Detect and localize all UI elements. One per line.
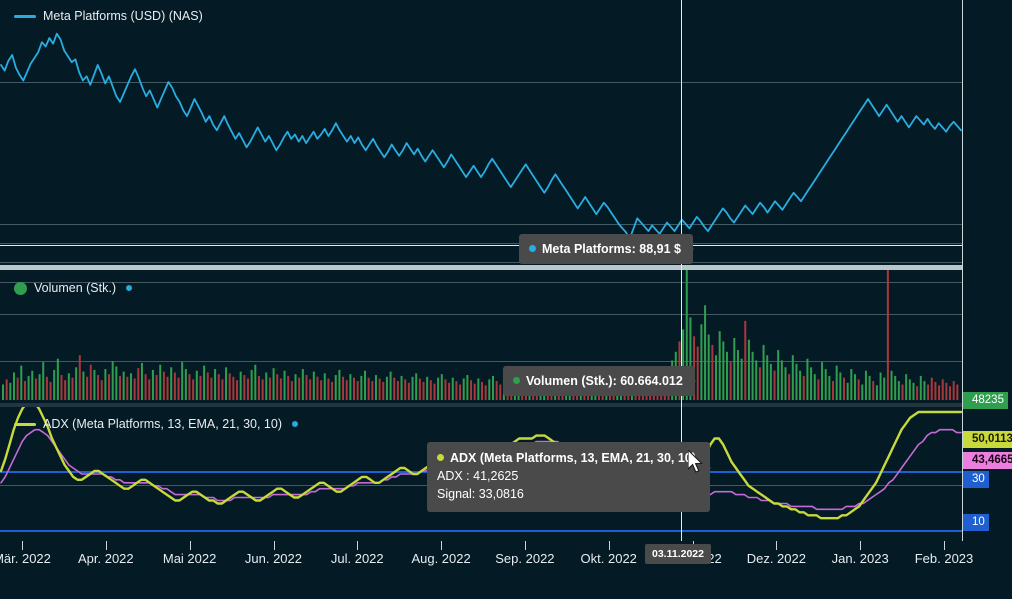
volume-tooltip: Volumen (Stk.): 60.664.012 (503, 366, 696, 397)
volume-tooltip-dot (513, 377, 520, 384)
x-axis-label: Jan. 2023 (831, 551, 889, 566)
panel-separator-volume-adx[interactable] (0, 403, 962, 407)
x-axis-tick (273, 541, 275, 550)
y-axis-line (962, 0, 963, 541)
adx-value-badge[interactable]: 50,0113 (963, 431, 1012, 448)
x-axis-tick (944, 541, 945, 550)
adx-legend-swatch (14, 422, 36, 426)
price-gridline-80 (0, 262, 962, 263)
volume-last-value-badge[interactable]: 48235 (963, 392, 1008, 409)
y-axis-column[interactable]: 200 100 90 80 300M 200M 100M 0 (962, 0, 1012, 599)
crosshair-vertical-line (681, 0, 682, 541)
crosshair-date-badge[interactable]: 03.11.2022 (645, 544, 711, 564)
volume-legend-swatch (14, 281, 27, 295)
volume-tooltip-sep: : (612, 374, 621, 388)
price-gridline-90 (0, 243, 962, 244)
adx-reference-line-10 (0, 530, 962, 532)
x-axis-label: Mär. 2022 (0, 551, 51, 566)
volume-tooltip-value: 60.664.012 (620, 374, 683, 388)
adx-legend-indicator-dot (291, 421, 298, 427)
signal-value-badge[interactable]: 43,4665 (963, 452, 1012, 469)
x-axis-tick (860, 541, 862, 550)
x-axis-tick (441, 541, 443, 550)
x-axis-tick (189, 541, 191, 550)
x-axis-tick (357, 541, 359, 550)
price-legend: Meta Platforms (USD) (NAS) (14, 9, 203, 23)
x-axis-tick (22, 541, 23, 550)
volume-legend: Volumen (Stk.) (14, 281, 132, 295)
volume-legend-indicator-dot (125, 285, 132, 291)
adx-tooltip-value: ADX : 41,2625 (437, 469, 519, 484)
price-legend-swatch (14, 14, 36, 18)
x-axis-tick (524, 541, 526, 550)
x-axis-tick (608, 541, 610, 550)
price-gridline-200 (0, 82, 962, 83)
adx-tooltip: ADX (Meta Platforms, 13, EMA, 21, 30, 10… (427, 442, 711, 513)
volume-tooltip-label: Volumen (Stk.) (526, 374, 613, 388)
price-tooltip-label: Meta Platforms (542, 242, 632, 256)
volume-gridline-300m (0, 282, 962, 283)
price-tooltip: Meta Platforms: 88,91 $ (519, 234, 694, 265)
crosshair-horizontal-line (0, 245, 962, 246)
adx-tooltip-dot (437, 454, 444, 461)
x-axis[interactable]: Mär. 2022 Apr. 2022 Mai 2022 Jun. 2022 Jul. … (0, 541, 1012, 599)
volume-series-svg (2, 270, 959, 400)
price-legend-label: Meta Platforms (USD) (NAS) (43, 9, 203, 23)
x-axis-label: Apr. 2022 (77, 551, 134, 566)
volume-gridline-100m (0, 361, 962, 362)
x-axis-label: Aug. 2022 (411, 551, 471, 566)
adx-level-10-badge[interactable]: 10 (963, 514, 989, 531)
adx-tooltip-title-row: ADX (Meta Platforms, 13, EMA, 21, 30, 10… (437, 451, 696, 465)
x-axis-label: Sep. 2022 (495, 551, 555, 566)
price-tooltip-dot (529, 245, 536, 252)
price-gridline-100 (0, 224, 962, 225)
adx-legend: ADX (Meta Platforms, 13, EMA, 21, 30, 10… (14, 417, 298, 431)
price-series-svg (0, 32, 962, 240)
x-axis-label: Feb. 2023 (914, 551, 974, 566)
volume-gridline-200m (0, 314, 962, 315)
x-axis-tick (105, 541, 107, 550)
x-axis-label: Dez. 2022 (746, 551, 806, 566)
x-axis-label: Jun. 2022 (244, 551, 302, 566)
volume-chart-panel[interactable] (0, 270, 962, 403)
panel-separator-price-volume[interactable] (0, 265, 962, 270)
x-axis-label: Mai 2022 (162, 551, 217, 566)
x-axis-tick (776, 541, 778, 550)
price-tooltip-value: 88,91 $ (639, 242, 681, 256)
price-chart-panel[interactable] (0, 0, 962, 265)
adx-tooltip-title: ADX (Meta Platforms, 13, EMA, 21, 30, 10… (450, 451, 696, 465)
price-tooltip-sep: : (631, 242, 640, 256)
adx-tooltip-signal: Signal: 33,0816 (437, 487, 524, 502)
volume-legend-label: Volumen (Stk.) (34, 281, 116, 295)
x-axis-label: Okt. 2022 (580, 551, 637, 566)
x-axis-label: Jul. 2022 (330, 551, 384, 566)
adx-level-30-badge[interactable]: 30 (963, 471, 989, 488)
adx-legend-label: ADX (Meta Platforms, 13, EMA, 21, 30, 10… (43, 417, 282, 431)
